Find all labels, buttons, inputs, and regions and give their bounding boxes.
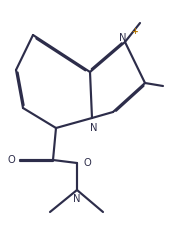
Text: N: N	[90, 123, 98, 133]
Text: N: N	[119, 33, 127, 43]
Text: O: O	[83, 158, 91, 168]
Text: N: N	[73, 194, 81, 204]
Text: +: +	[132, 28, 138, 36]
Text: O: O	[7, 155, 15, 165]
